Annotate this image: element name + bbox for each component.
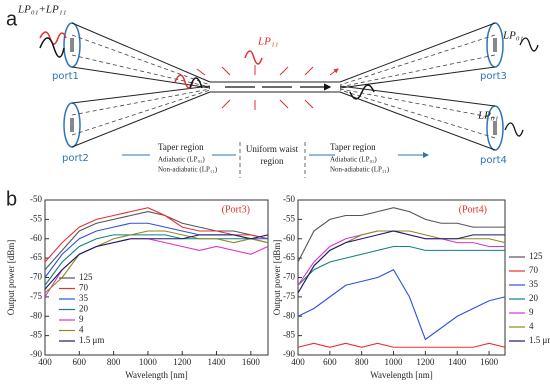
region-note: Non-adiabatic (LP₁₁) [158,166,218,174]
x-axis-label: Wavelength [nm] [125,370,188,380]
panel-label: a [6,8,18,30]
legend-label: 125 [79,272,93,282]
mode-label: LP₀₁+LP₁₁ [17,4,67,16]
y-tick-label: -90 [30,349,42,359]
legend-label: 9 [79,314,84,324]
series-line [44,211,269,271]
series-line [297,269,506,341]
series-line [44,207,269,263]
x-tick-label: 1400 [208,357,227,367]
y-tick-label: -50 [30,194,42,204]
x-axis-label: Wavelength [nm] [370,370,433,380]
y-tick-label: -90 [283,349,295,359]
legend-label: 35 [529,279,539,289]
y-tick-label: -75 [283,291,295,301]
region-title: region [261,156,284,166]
region-note: Non-adiabatic (LP₁₁) [330,166,390,174]
series-line [297,230,505,294]
x-tick-label: 1000 [139,357,158,367]
y-tick-label: -60 [283,233,295,243]
region-title: Uniform waist [246,144,299,154]
y-axis-label: Output power [dBm] [272,240,282,316]
series-line [297,245,505,286]
y-tick-label: -55 [283,213,295,223]
y-tick-label: -75 [30,291,42,301]
x-tick-label: 600 [73,357,87,367]
x-tick-label: 600 [323,357,337,367]
series-line [297,207,505,263]
diagram: a b LP₀₁+LP₁₁ LP₁₁ LP₀₁ LP₀₁ port1 port2… [6,4,539,210]
x-tick-label: 400 [38,357,52,367]
region-title: Taper region [158,142,204,152]
legend-label: 70 [529,265,539,275]
x-tick-label: 400 [291,357,305,367]
x-tick-label: 800 [107,357,121,367]
mode-label: LP₁₁ [257,36,279,48]
x-tick-label: 1400 [448,357,467,367]
y-tick-label: -60 [30,233,42,243]
legend-label: 20 [79,304,89,314]
y-tick-label: -80 [30,310,42,320]
legend-label: 1.5 μm [529,335,550,345]
annotation: (Port3) [222,204,250,215]
y-tick-label: -85 [283,330,295,340]
y-tick-label: -65 [283,252,295,262]
legend-label: 1.5 μm [79,335,104,345]
x-tick-label: 1000 [385,357,404,367]
legend-label: 4 [79,325,84,335]
legend-label: 70 [79,283,89,293]
x-tick-label: 800 [355,357,369,367]
port-label: port4 [480,155,507,166]
x-tick-label: 1600 [242,357,261,367]
series-line [44,234,269,286]
legend-label: 9 [529,307,534,317]
region-note: Adiabatic (LP₀₁) [330,156,377,164]
legend-label: 125 [529,251,543,261]
y-tick-label: -80 [283,310,295,320]
y-tick-label: -70 [283,272,295,282]
y-tick-label: -65 [30,252,42,262]
fiber-geometry [39,22,539,178]
port-label: port3 [480,71,507,82]
series-line [297,342,506,348]
y-tick-label: -85 [30,330,42,340]
region-title: Taper region [330,142,376,152]
legend-label: 35 [79,293,89,303]
x-tick-label: 1200 [173,357,192,367]
panel-label: b [6,188,17,210]
mode-label: LP₀₁ [502,30,524,42]
plot-frame [297,199,506,356]
mode-label: LP₀₁ [477,110,499,122]
legend-label: 20 [529,293,539,303]
port-label: port1 [52,71,79,82]
y-axis-label: Output power [dBm] [6,240,16,316]
legend-label: 4 [529,321,534,331]
port-label: port2 [62,153,89,164]
x-tick-label: 1200 [416,357,435,367]
annotation: (Port4) [459,204,487,215]
series-line [44,234,269,290]
region-note: Adiabatic (LP₀₁) [158,156,205,164]
x-tick-label: 1600 [480,357,499,367]
y-tick-label: -50 [283,194,295,204]
y-tick-label: -55 [30,213,42,223]
y-tick-label: -70 [30,272,42,282]
